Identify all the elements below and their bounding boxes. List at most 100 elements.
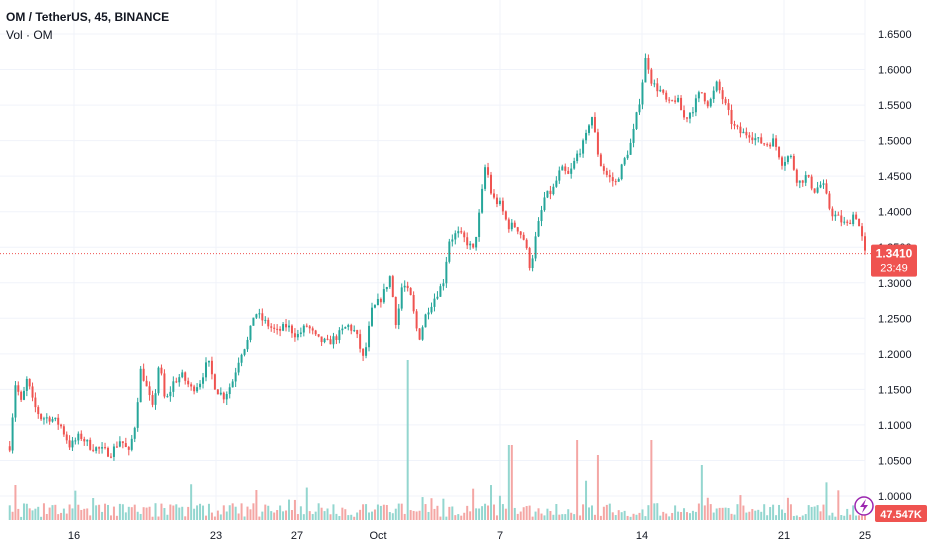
candle-body bbox=[659, 89, 662, 92]
volume-bar bbox=[95, 505, 98, 520]
volume-bar bbox=[314, 511, 317, 520]
candle-body bbox=[246, 339, 249, 350]
candle-body bbox=[60, 424, 63, 427]
candle-body bbox=[65, 434, 68, 441]
candle-body bbox=[376, 298, 379, 306]
volume-bar bbox=[582, 504, 585, 520]
volume-indicator-label[interactable]: Vol · OM bbox=[6, 28, 53, 42]
candle-body bbox=[703, 92, 706, 102]
candle-body bbox=[531, 258, 534, 269]
volume-bar bbox=[285, 510, 288, 520]
candle-body bbox=[234, 372, 237, 382]
candle-body bbox=[668, 99, 671, 101]
candle-body bbox=[433, 298, 436, 307]
volume-bar bbox=[757, 509, 760, 520]
candle-body bbox=[187, 380, 190, 385]
symbol-title[interactable]: OM / TetherUS, 45, BINANCE bbox=[6, 10, 170, 24]
volume-bar bbox=[299, 506, 302, 520]
volume-bar bbox=[240, 503, 243, 520]
volume-bar bbox=[418, 510, 421, 520]
y-tick-label: 1.6500 bbox=[878, 29, 912, 41]
volume-bar bbox=[849, 514, 852, 520]
candle-body bbox=[51, 419, 54, 422]
candle-body bbox=[831, 208, 834, 217]
volume-bar bbox=[60, 512, 63, 520]
volume-bar bbox=[424, 504, 427, 520]
candle-body bbox=[394, 296, 397, 325]
candle-body bbox=[786, 156, 789, 162]
candle-body bbox=[739, 126, 742, 134]
candle-body bbox=[267, 319, 270, 327]
volume-bar bbox=[219, 514, 222, 520]
volume-bar bbox=[225, 511, 228, 520]
volume-bar bbox=[632, 513, 635, 520]
volume-bar bbox=[457, 514, 460, 520]
volume-bar bbox=[267, 505, 270, 520]
volume-bar bbox=[213, 516, 216, 520]
candle-body bbox=[656, 83, 659, 92]
volume-bar bbox=[564, 514, 567, 520]
volume-bar bbox=[54, 504, 57, 520]
candle-body bbox=[347, 325, 350, 328]
volume-badge: 47.547K bbox=[875, 505, 927, 522]
candle-body bbox=[525, 239, 528, 249]
candle-body bbox=[139, 368, 142, 403]
candle-body bbox=[323, 338, 326, 343]
candle-body bbox=[154, 393, 157, 405]
candle-body bbox=[240, 354, 243, 363]
candle-body bbox=[314, 330, 317, 335]
candle-body bbox=[588, 125, 591, 133]
candle-body bbox=[650, 69, 653, 84]
volume-bar bbox=[255, 490, 258, 520]
volume-bar bbox=[181, 506, 184, 520]
volume-bar bbox=[825, 482, 828, 520]
candle-body bbox=[115, 446, 118, 448]
volume-bar bbox=[118, 503, 121, 520]
candle-body bbox=[490, 174, 493, 194]
volume-bar bbox=[751, 508, 754, 520]
volume-bar bbox=[172, 505, 175, 520]
candle-body bbox=[507, 219, 510, 230]
volume-bar bbox=[154, 503, 157, 520]
volume-bar bbox=[588, 507, 591, 520]
volume-bar bbox=[685, 512, 688, 520]
volume-bar bbox=[792, 515, 795, 520]
candle-body bbox=[305, 325, 308, 327]
volume-bar bbox=[742, 505, 745, 520]
candle-body bbox=[727, 103, 730, 110]
candle-body bbox=[279, 328, 282, 331]
candle-body bbox=[243, 349, 246, 355]
candle-body bbox=[130, 438, 133, 450]
candle-body bbox=[665, 92, 668, 100]
volume-bar bbox=[540, 513, 543, 520]
y-tick-label: 1.6000 bbox=[878, 65, 912, 77]
volume-bar bbox=[650, 440, 653, 520]
volume-bar bbox=[409, 510, 412, 520]
candle-body bbox=[20, 391, 23, 400]
candle-body bbox=[249, 325, 252, 340]
candle-body bbox=[124, 443, 127, 448]
volume-bar bbox=[350, 514, 353, 520]
volume-bar bbox=[688, 513, 691, 520]
volume-bar bbox=[353, 516, 356, 520]
volume-bar bbox=[620, 512, 623, 520]
volume-bar bbox=[454, 515, 457, 520]
candle-body bbox=[706, 101, 709, 107]
volume-bar bbox=[822, 504, 825, 520]
volume-bar bbox=[101, 511, 104, 520]
candle-body bbox=[662, 89, 665, 93]
volume-bar bbox=[25, 503, 28, 520]
candle-body bbox=[193, 386, 196, 392]
candle-body bbox=[593, 117, 596, 133]
candle-body bbox=[45, 417, 48, 419]
candle-body bbox=[718, 81, 721, 91]
volume-bar bbox=[721, 507, 724, 520]
y-tick-label: 1.5000 bbox=[878, 136, 912, 148]
lightning-icon[interactable] bbox=[854, 496, 874, 516]
candle-body bbox=[843, 221, 846, 223]
volume-bar bbox=[436, 505, 439, 520]
candle-body bbox=[840, 215, 843, 223]
volume-bar bbox=[775, 515, 778, 520]
